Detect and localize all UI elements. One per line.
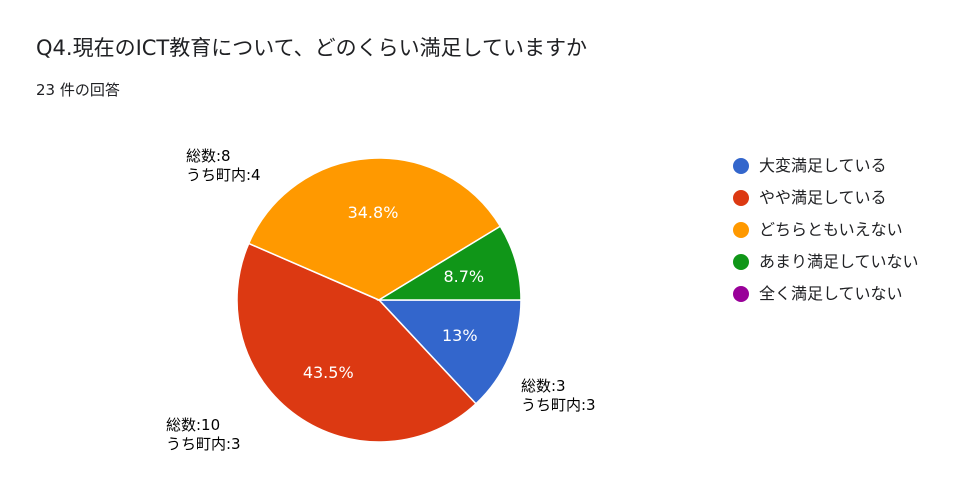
legend-swatch — [733, 286, 749, 302]
callout-total: 総数:3 — [521, 377, 566, 395]
pie-slice[interactable] — [247, 157, 502, 301]
callout-local: うち町内:3 — [166, 435, 241, 453]
callout-total: 総数:8 — [186, 147, 231, 165]
callout-orange: 総数:8 うち町内:4 — [186, 147, 261, 185]
pie-slice[interactable] — [377, 299, 522, 405]
chart-legend: 大変満足している やや満足している どちらともいえない あまり満足していない 全… — [733, 150, 919, 310]
callout-blue: 総数:3 うち町内:3 — [521, 377, 596, 415]
slice-percent-label: 8.7% — [443, 267, 484, 286]
response-count: 23 件の回答 — [36, 81, 120, 99]
legend-swatch — [733, 254, 749, 270]
legend-swatch — [733, 222, 749, 238]
callout-local: うち町内:4 — [186, 166, 261, 184]
legend-item[interactable]: 大変満足している — [733, 150, 919, 182]
legend-label: どちらともいえない — [759, 220, 903, 239]
slice-percent-label: 34.8% — [348, 203, 399, 222]
legend-item[interactable]: やや満足している — [733, 182, 919, 214]
legend-label: やや満足している — [759, 188, 887, 207]
callout-red: 総数:10 うち町内:3 — [166, 416, 241, 454]
legend-swatch — [733, 158, 749, 174]
legend-label: 大変満足している — [759, 156, 887, 175]
legend-item[interactable]: どちらともいえない — [733, 214, 919, 246]
slice-percent-label: 13% — [442, 326, 478, 345]
legend-label: あまり満足していない — [759, 252, 919, 271]
pie-slice[interactable] — [236, 242, 477, 443]
callout-total: 総数:10 — [166, 416, 221, 434]
legend-item[interactable]: 全く満足していない — [733, 278, 919, 310]
chart-title: Q4.現在のICT教育について、どのくらい満足していますか — [36, 36, 587, 60]
slice-percent-label: 43.5% — [303, 363, 354, 382]
legend-label: 全く満足していない — [759, 284, 903, 303]
pie-slice[interactable] — [376, 225, 522, 301]
callout-local: うち町内:3 — [521, 396, 596, 414]
legend-item[interactable]: あまり満足していない — [733, 246, 919, 278]
legend-swatch — [733, 190, 749, 206]
